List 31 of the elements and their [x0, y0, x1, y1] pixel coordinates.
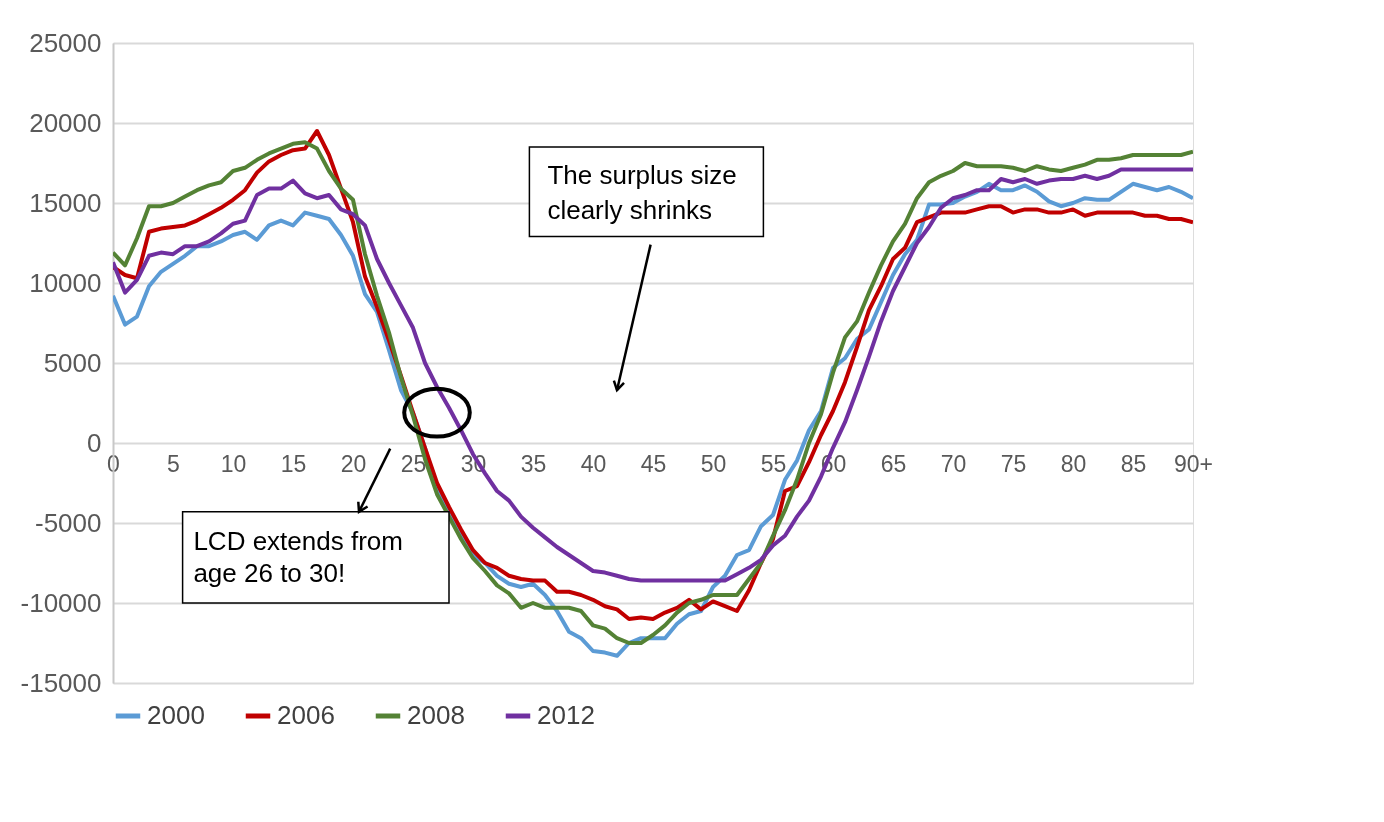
legend-label: 2000 — [147, 700, 205, 730]
y-tick-label: 0 — [87, 427, 102, 458]
x-tick-label: 25 — [400, 450, 427, 477]
y-tick-label: 15000 — [29, 187, 102, 218]
y-tick-label: 25000 — [29, 27, 102, 58]
x-tick-label: 5 — [167, 450, 180, 477]
y-tick-label: 10000 — [29, 267, 102, 298]
x-tick-label: 55 — [760, 450, 787, 477]
y-tick-label: -5000 — [35, 507, 102, 538]
x-tick-label: 20 — [340, 450, 367, 477]
y-tick-label: 5000 — [43, 347, 102, 378]
annotation: The surplus size clearly shrinks — [547, 159, 737, 225]
legend-label: 2008 — [407, 700, 465, 730]
x-tick-label: 80 — [1060, 450, 1087, 477]
x-tick-label: 50 — [700, 450, 727, 477]
y-tick-label: 20000 — [29, 107, 102, 138]
x-tick-label: 40 — [580, 450, 607, 477]
legend-label: 2006 — [277, 700, 335, 730]
x-tick-label: 85 — [1120, 450, 1147, 477]
x-tick-label: 70 — [940, 450, 967, 477]
x-tick-label: 45 — [640, 450, 667, 477]
x-tick-label: 35 — [520, 450, 547, 477]
annotation: LCD extends from age 26 to 30! — [193, 526, 403, 589]
legend-label: 2012 — [537, 700, 595, 730]
x-tick-label: 65 — [880, 450, 907, 477]
x-tick-label: 75 — [1000, 450, 1027, 477]
x-tick-label: 10 — [220, 450, 247, 477]
y-tick-label: -10000 — [20, 587, 102, 618]
y-tick-label: -15000 — [20, 667, 102, 698]
x-tick-label: 15 — [280, 450, 307, 477]
x-tick-label: 90+ — [1173, 450, 1214, 477]
